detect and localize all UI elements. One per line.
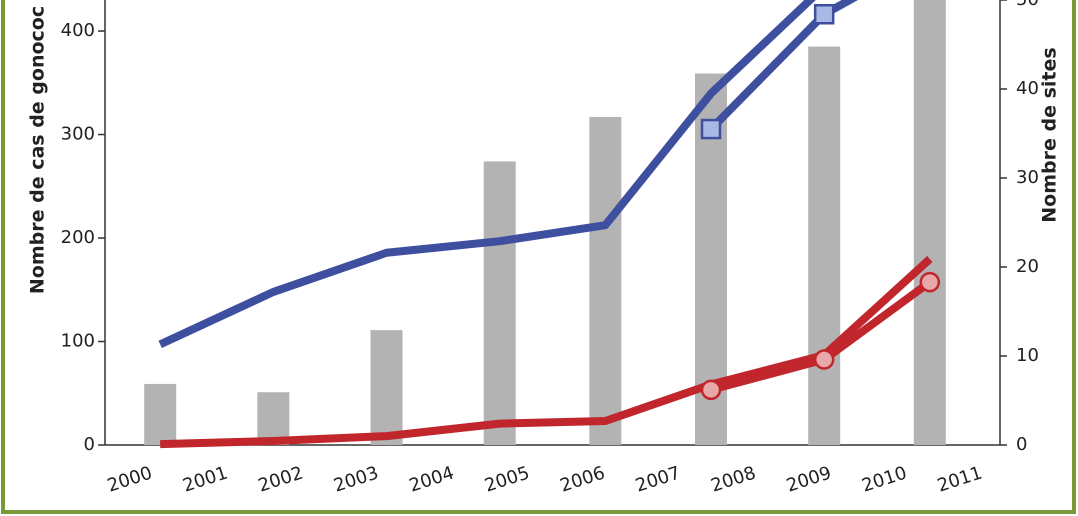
- line: [160, 256, 933, 449]
- y2-tick-label: 20: [1016, 256, 1039, 277]
- y2-tick-label: 10: [1016, 345, 1039, 366]
- bar: [589, 116, 622, 445]
- y-axis-label: Nombre de cas de gonococ: [27, 6, 49, 294]
- y2-tick-label: 50: [1016, 0, 1039, 10]
- x-tick-label: 2001: [180, 462, 230, 496]
- bar: [483, 161, 516, 445]
- circle-marker: [700, 379, 722, 401]
- x-tick-label: 2002: [256, 462, 306, 496]
- x-tick-label: 2004: [407, 462, 457, 496]
- y2-tick-label: 0: [1016, 434, 1027, 455]
- x-tick-label: 2011: [935, 462, 985, 496]
- x-tick-label: 2010: [859, 462, 909, 496]
- y-tick-label: 100: [61, 331, 95, 352]
- square-marker: [700, 118, 722, 140]
- y2-tick-label: 40: [1016, 78, 1039, 99]
- bar: [144, 383, 177, 445]
- circle-marker: [813, 349, 835, 370]
- x-tick-label: 2007: [633, 462, 683, 496]
- x-tick-label: 2005: [482, 462, 532, 496]
- y2-tick-label: 30: [1016, 167, 1039, 188]
- bar: [257, 392, 290, 445]
- x-tick-label: 2009: [784, 462, 834, 496]
- square-marker: [813, 3, 835, 25]
- x-tick-label: 2006: [558, 462, 608, 496]
- bar: [370, 330, 403, 445]
- y2-axis-label: Nombre de sites: [1039, 47, 1061, 222]
- bar: [808, 46, 841, 446]
- x-tick-label: 2000: [105, 462, 155, 496]
- bar: [913, 0, 946, 445]
- line: [158, 0, 816, 349]
- circle-marker: [919, 271, 941, 293]
- x-tick-label: 2003: [331, 462, 381, 496]
- y-tick-label: 0: [84, 434, 95, 455]
- y-tick-label: 300: [61, 124, 95, 145]
- y-tick-label: 200: [61, 227, 95, 248]
- x-tick-label: 2008: [708, 462, 758, 496]
- y-tick-label: 400: [61, 20, 95, 41]
